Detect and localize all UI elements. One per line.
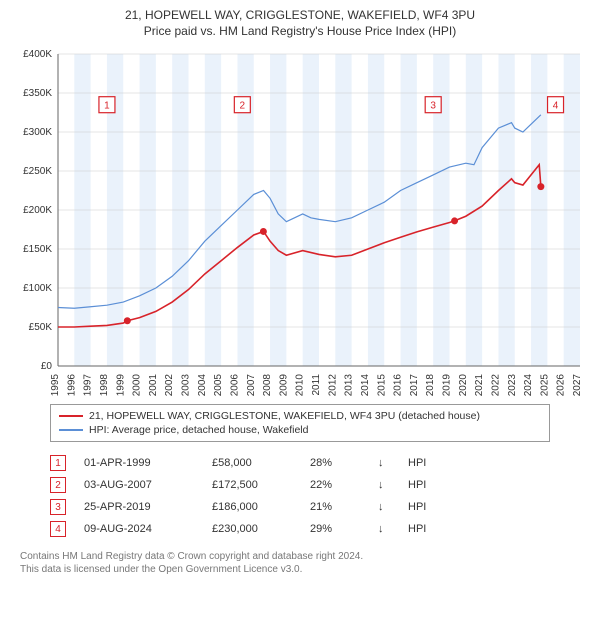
transaction-row: 2 03-AUG-2007 £172,500 22% ↓ HPI [50,474,550,496]
svg-text:2006: 2006 [229,374,240,396]
svg-text:2003: 2003 [181,374,192,396]
transaction-date: 09-AUG-2024 [84,523,194,535]
down-arrow-icon: ↓ [378,501,390,513]
svg-text:2010: 2010 [295,374,306,396]
svg-text:1998: 1998 [99,374,110,396]
down-arrow-icon: ↓ [378,457,390,469]
svg-text:2024: 2024 [523,374,534,396]
legend-label: 21, HOPEWELL WAY, CRIGGLESTONE, WAKEFIEL… [89,410,480,422]
footer-line-2: This data is licensed under the Open Gov… [20,563,580,576]
svg-text:2021: 2021 [474,374,485,396]
svg-text:2015: 2015 [376,374,387,396]
legend-item: 21, HOPEWELL WAY, CRIGGLESTONE, WAKEFIEL… [59,409,541,423]
svg-text:2025: 2025 [539,374,550,396]
svg-text:2016: 2016 [393,374,404,396]
legend-label: HPI: Average price, detached house, Wake… [89,424,308,436]
svg-text:2001: 2001 [148,374,159,396]
transaction-marker: 1 [50,455,66,471]
svg-text:2020: 2020 [458,374,469,396]
svg-text:1997: 1997 [83,374,94,396]
svg-text:£400K: £400K [23,49,52,60]
svg-text:2018: 2018 [425,374,436,396]
svg-text:2014: 2014 [360,374,371,396]
svg-text:2002: 2002 [164,374,175,396]
transaction-price: £172,500 [212,479,292,491]
footer-attribution: Contains HM Land Registry data © Crown c… [20,550,580,576]
chart-container: £0 £50K £100K £150K £200K £250K £300K £350K £400… [10,46,590,396]
svg-text:2011: 2011 [311,374,322,396]
svg-text:£0: £0 [41,361,53,372]
svg-text:4: 4 [553,101,559,112]
transaction-date: 25-APR-2019 [84,501,194,513]
transaction-row: 4 09-AUG-2024 £230,000 29% ↓ HPI [50,518,550,540]
svg-text:£350K: £350K [23,88,52,99]
transaction-pct: 29% [310,523,360,535]
legend: 21, HOPEWELL WAY, CRIGGLESTONE, WAKEFIEL… [50,404,550,442]
transaction-pct: 21% [310,501,360,513]
svg-text:2000: 2000 [132,374,143,396]
svg-text:2012: 2012 [327,374,338,396]
svg-text:3: 3 [430,101,436,112]
svg-text:£300K: £300K [23,127,52,138]
transaction-date: 03-AUG-2007 [84,479,194,491]
transactions-table: 1 01-APR-1999 £58,000 28% ↓ HPI 2 03-AUG-2007 £1… [50,452,550,540]
price-chart: £0 £50K £100K £150K £200K £250K £300K £350K £400… [10,46,590,396]
transaction-suffix: HPI [408,457,426,469]
down-arrow-icon: ↓ [378,523,390,535]
svg-text:2004: 2004 [197,374,208,396]
transaction-pct: 28% [310,457,360,469]
svg-text:2019: 2019 [442,374,453,396]
svg-text:2023: 2023 [507,374,518,396]
transaction-suffix: HPI [408,501,426,513]
svg-text:£100K: £100K [23,283,52,294]
svg-text:2017: 2017 [409,374,420,396]
down-arrow-icon: ↓ [378,479,390,491]
transaction-price: £230,000 [212,523,292,535]
footer-line-1: Contains HM Land Registry data © Crown c… [20,550,580,563]
svg-text:2027: 2027 [572,374,583,396]
svg-text:£200K: £200K [23,205,52,216]
svg-text:2013: 2013 [344,374,355,396]
legend-swatch [59,415,83,417]
transaction-row: 1 01-APR-1999 £58,000 28% ↓ HPI [50,452,550,474]
legend-item: HPI: Average price, detached house, Wake… [59,423,541,437]
chart-title-main: 21, HOPEWELL WAY, CRIGGLESTONE, WAKEFIEL… [10,8,590,22]
svg-text:1999: 1999 [115,374,126,396]
svg-text:2009: 2009 [278,374,289,396]
svg-text:£50K: £50K [29,322,53,333]
transaction-marker: 2 [50,477,66,493]
transaction-price: £186,000 [212,501,292,513]
svg-text:2: 2 [240,101,246,112]
svg-text:2026: 2026 [556,374,567,396]
transaction-marker: 4 [50,521,66,537]
svg-text:2022: 2022 [490,374,501,396]
chart-title-block: 21, HOPEWELL WAY, CRIGGLESTONE, WAKEFIEL… [0,0,600,42]
svg-text:1: 1 [104,101,110,112]
svg-text:£250K: £250K [23,166,52,177]
legend-swatch [59,429,83,431]
chart-title-sub: Price paid vs. HM Land Registry's House … [10,24,590,38]
svg-text:1996: 1996 [66,374,77,396]
svg-text:2007: 2007 [246,374,257,396]
transaction-price: £58,000 [212,457,292,469]
svg-text:2005: 2005 [213,374,224,396]
transaction-row: 3 25-APR-2019 £186,000 21% ↓ HPI [50,496,550,518]
transaction-date: 01-APR-1999 [84,457,194,469]
svg-text:2008: 2008 [262,374,273,396]
transaction-marker: 3 [50,499,66,515]
transaction-suffix: HPI [408,479,426,491]
transaction-pct: 22% [310,479,360,491]
transaction-suffix: HPI [408,523,426,535]
svg-text:£150K: £150K [23,244,52,255]
svg-text:1995: 1995 [50,374,61,396]
